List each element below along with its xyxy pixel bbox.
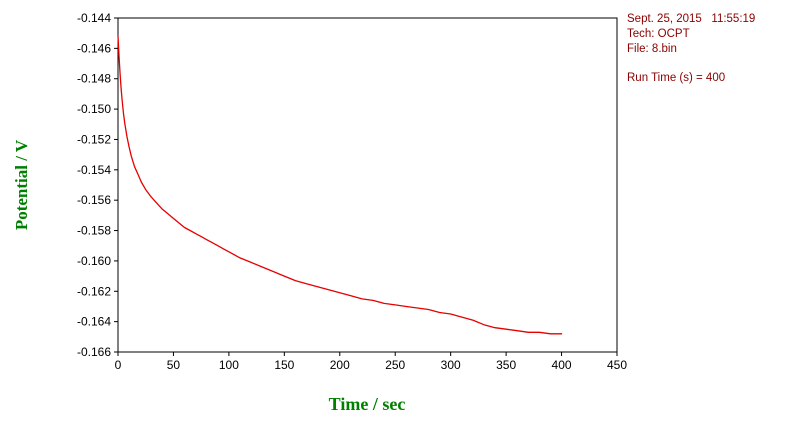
plot-border [117, 17, 618, 353]
datetime-text: Sept. 25, 2015 11:55:19 [627, 13, 756, 25]
technique-text: Tech: OCPT [627, 28, 690, 40]
y-tick-label: -0.160 [77, 254, 111, 268]
x-tick-label: 300 [441, 358, 461, 372]
x-tick-label: 200 [330, 358, 350, 372]
y-tick-label: -0.150 [77, 102, 111, 116]
x-tick-label: 350 [496, 358, 516, 372]
y-tick-label: -0.148 [77, 72, 111, 86]
y-tick-label: -0.158 [77, 224, 111, 238]
file-name-text: File: 8.bin [627, 43, 677, 55]
y-tick-label: -0.146 [77, 41, 111, 55]
y-tick-label: -0.156 [77, 193, 111, 207]
y-tick-label: -0.154 [77, 163, 111, 177]
y-axis-title: Potential / V [12, 139, 31, 231]
x-axis-title: Time / sec [328, 394, 406, 414]
y-tick-label: -0.152 [77, 132, 111, 146]
x-tick-label: 400 [552, 358, 572, 372]
y-tick-label: -0.166 [77, 345, 111, 359]
x-tick-label: 150 [274, 358, 294, 372]
y-tick-label: -0.144 [77, 11, 111, 25]
data-curve [117, 35, 563, 335]
y-tick-label: -0.164 [77, 315, 111, 329]
x-tick-label: 250 [385, 358, 405, 372]
x-tick-label: 0 [115, 358, 122, 372]
run-time-text: Run Time (s) = 400 [627, 72, 726, 84]
x-tick-label: 50 [167, 358, 181, 372]
x-tick-label: 100 [219, 358, 239, 372]
x-tick-label: 450 [607, 358, 627, 372]
y-tick-label: -0.162 [77, 284, 111, 298]
info-panel: Sept. 25, 2015 11:55:19 Tech: OCPT File:… [627, 12, 797, 86]
